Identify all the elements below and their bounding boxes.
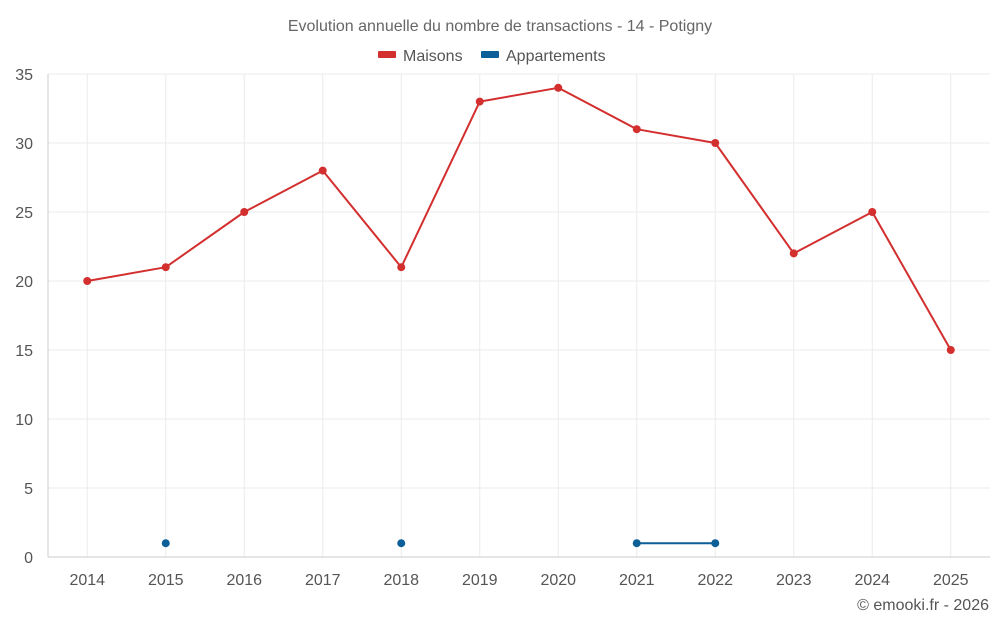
legend-label-appartements: Appartements — [506, 48, 606, 65]
data-point-appartements[interactable] — [397, 539, 406, 548]
chart-title: Evolution annuelle du nombre de transact… — [288, 18, 712, 35]
x-tick-label: 2017 — [305, 572, 341, 589]
y-tick-label: 0 — [24, 550, 33, 567]
grid — [48, 73, 990, 557]
data-point-maisons[interactable] — [632, 125, 641, 134]
y-tick-label: 5 — [24, 481, 33, 498]
data-point-maisons[interactable] — [789, 249, 798, 258]
legend[interactable]: Maisons Appartements — [378, 48, 606, 65]
data-point-maisons[interactable] — [161, 263, 170, 272]
y-tick-label: 30 — [15, 136, 33, 153]
credit-text: © emooki.fr - 2026 — [857, 597, 989, 614]
y-tick-label: 35 — [15, 67, 33, 84]
series — [83, 83, 955, 548]
data-point-maisons[interactable] — [711, 139, 720, 147]
y-tick-label: 10 — [15, 412, 33, 429]
x-tick-label: 2014 — [69, 572, 105, 589]
x-tick-label: 2021 — [619, 572, 655, 589]
data-point-maisons[interactable] — [868, 208, 877, 216]
axes — [47, 74, 990, 558]
x-tick-label: 2023 — [776, 572, 812, 589]
data-point-maisons[interactable] — [83, 277, 92, 285]
data-point-appartements[interactable] — [632, 539, 641, 548]
x-tick-label: 2020 — [540, 572, 576, 589]
data-point-maisons[interactable] — [397, 263, 406, 272]
legend-swatch-appartements — [481, 51, 499, 58]
x-axis-ticks: 2014 2015 2016 2017 2018 2019 2020 2021 2022 2023… — [69, 572, 968, 589]
x-tick-label: 2016 — [226, 572, 262, 589]
series-line-maisons — [87, 86, 952, 351]
legend-item-appartements[interactable]: Appartements — [481, 48, 606, 65]
y-axis-ticks: 0 5 10 15 20 25 30 35 — [15, 67, 33, 567]
data-point-appartements[interactable] — [161, 539, 170, 548]
series-appartements — [161, 539, 720, 548]
data-point-maisons[interactable] — [240, 208, 249, 216]
data-point-maisons[interactable] — [475, 97, 484, 106]
legend-item-maisons[interactable]: Maisons — [378, 48, 463, 65]
x-tick-label: 2019 — [462, 572, 498, 589]
data-point-appartements[interactable] — [711, 539, 720, 548]
data-point-maisons[interactable] — [318, 166, 327, 175]
x-tick-label: 2024 — [854, 572, 890, 589]
y-tick-label: 15 — [15, 343, 33, 360]
legend-swatch-maisons — [378, 51, 396, 58]
x-tick-label: 2015 — [148, 572, 184, 589]
data-point-maisons[interactable] — [554, 83, 563, 92]
x-tick-label: 2025 — [933, 572, 969, 589]
series-maisons — [83, 83, 955, 354]
y-tick-label: 20 — [15, 274, 33, 291]
y-tick-label: 25 — [15, 205, 33, 222]
x-tick-label: 2018 — [383, 572, 419, 589]
legend-label-maisons: Maisons — [403, 48, 463, 65]
data-point-maisons[interactable] — [946, 346, 955, 354]
x-tick-label: 2022 — [697, 572, 733, 589]
